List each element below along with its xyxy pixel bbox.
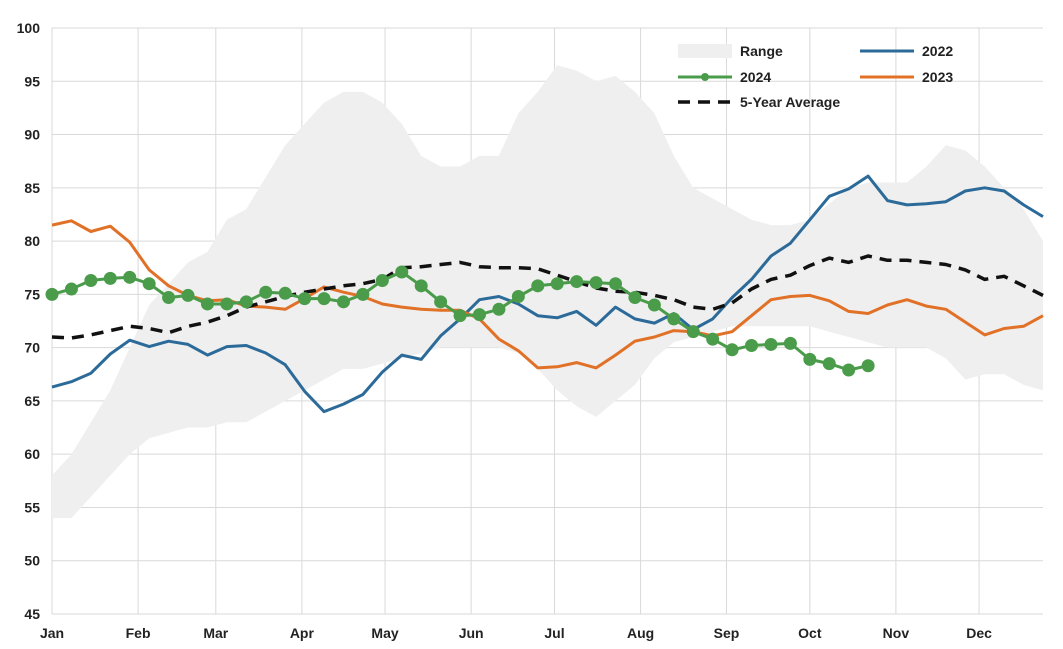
point-2024	[298, 292, 312, 306]
x-tick-label: Oct	[798, 625, 822, 641]
point-2024	[395, 265, 409, 279]
x-tick-label: Nov	[883, 625, 910, 641]
point-2024	[706, 332, 720, 346]
range-area	[52, 65, 1043, 519]
point-2024	[647, 298, 661, 312]
x-tick-label: Apr	[290, 625, 315, 641]
point-2024	[220, 297, 234, 311]
point-2024	[861, 359, 875, 373]
series-line-2022	[51, 174, 1044, 414]
point-2024	[162, 291, 176, 305]
point-2024	[531, 279, 545, 293]
point-2024	[84, 274, 98, 288]
point-2024	[356, 287, 370, 301]
point-2024	[259, 285, 273, 299]
x-tick-label: Aug	[627, 625, 654, 641]
point-2024	[200, 297, 214, 311]
point-2024	[686, 325, 700, 339]
series-markers	[45, 265, 875, 377]
point-2024	[453, 309, 467, 323]
y-tick-label: 90	[24, 127, 40, 143]
x-tick-label: May	[371, 625, 398, 641]
y-tick-label: 50	[24, 553, 40, 569]
legend-label: 2024	[740, 69, 771, 85]
axes: 45 50 55 60 65 70 75 80 85 90 95 100 Jan Feb Mar Apr May…	[17, 20, 992, 641]
point-2024	[103, 271, 117, 285]
point-2024	[764, 337, 778, 351]
y-tick-label: 45	[24, 606, 40, 622]
point-2024	[239, 295, 253, 309]
point-2024	[822, 357, 836, 371]
legend-item: 5-Year Average	[678, 94, 840, 110]
legend-item: 2022	[860, 43, 953, 59]
point-2024	[842, 363, 856, 377]
x-tick-label: Jun	[459, 625, 484, 641]
y-tick-label: 65	[24, 393, 40, 409]
point-2024	[414, 279, 428, 293]
point-2024	[570, 275, 584, 289]
point-2024	[336, 295, 350, 309]
point-2024	[745, 339, 759, 353]
legend-item: 2024	[678, 69, 771, 85]
point-2024	[123, 270, 137, 284]
y-tick-label: 75	[24, 286, 40, 302]
point-2024	[511, 289, 525, 303]
point-2024	[492, 302, 506, 316]
legend-item: Range	[678, 43, 783, 59]
point-2024	[803, 352, 817, 366]
point-2024	[64, 282, 78, 296]
point-2024	[472, 308, 486, 322]
point-2024	[434, 295, 448, 309]
y-tick-label: 80	[24, 233, 40, 249]
y-tick-label: 55	[24, 499, 40, 515]
y-tick-label: 85	[24, 180, 40, 196]
x-tick-label: Dec	[966, 625, 992, 641]
y-tick-label: 60	[24, 446, 40, 462]
point-2024	[667, 312, 681, 326]
x-tick-label: Jan	[40, 625, 64, 641]
series-line-5-year-average	[51, 254, 1044, 340]
x-tick-label: Sep	[714, 625, 740, 641]
y-tick-label: 100	[17, 20, 41, 36]
point-2024	[783, 336, 797, 350]
y-tick-label: 95	[24, 73, 40, 89]
point-2024	[317, 292, 331, 306]
point-2024	[375, 274, 389, 288]
legend-label: 2023	[922, 69, 953, 85]
point-2024	[609, 277, 623, 291]
range-band	[52, 65, 1043, 519]
series-line-2023	[51, 219, 1044, 370]
point-2024	[278, 286, 292, 300]
x-tick-label: Jul	[544, 625, 564, 641]
legend-item: 2023	[860, 69, 953, 85]
point-2024	[550, 277, 564, 291]
legend-label: 5-Year Average	[740, 94, 840, 110]
y-tick-label: 70	[24, 340, 40, 356]
legend: Range 2022 2024 2023 5-Year Average	[678, 43, 953, 110]
x-tick-label: Feb	[126, 625, 151, 641]
legend-swatch-range	[678, 44, 732, 58]
legend-label: 2022	[922, 43, 953, 59]
point-2024	[725, 343, 739, 357]
point-2024	[142, 277, 156, 291]
point-2024	[45, 287, 59, 301]
legend-swatch-marker	[701, 73, 709, 81]
point-2024	[181, 288, 195, 302]
legend-label: Range	[740, 43, 783, 59]
point-2024	[589, 276, 603, 290]
point-2024	[628, 291, 642, 305]
x-tick-label: Mar	[203, 625, 228, 641]
